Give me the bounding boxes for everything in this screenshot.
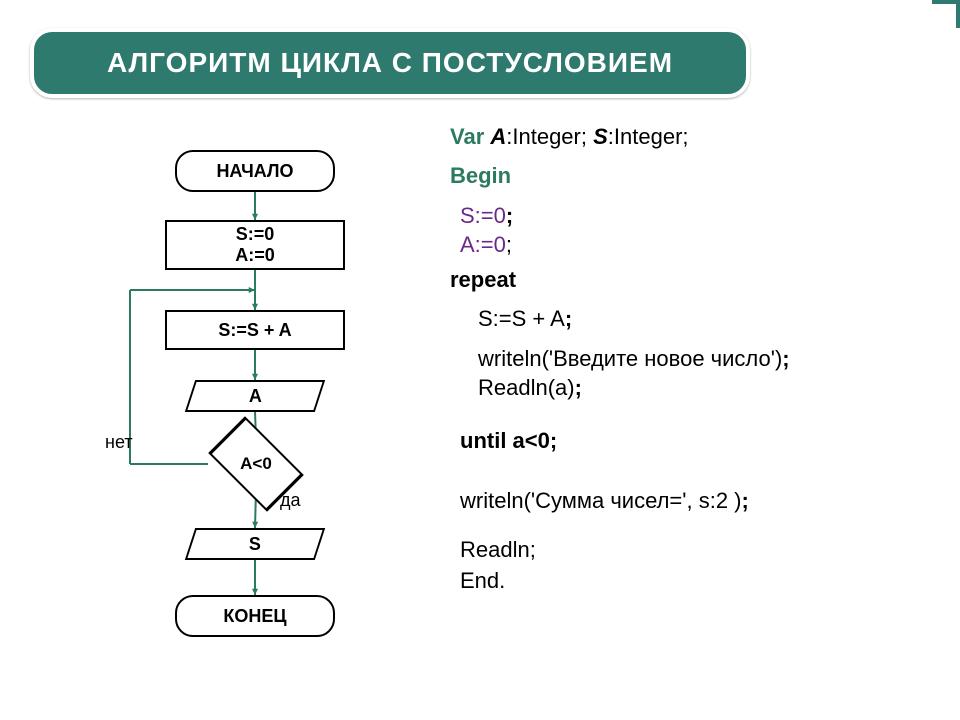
code-line: writeln('Введите новое число'); [450, 346, 940, 371]
flowchart-init: S:=0A:=0 [165, 220, 345, 270]
code-line: writeln('Сумма чисел=', s:2 ); [450, 488, 940, 513]
code-line: Begin [450, 163, 940, 188]
flowchart-readA: A [185, 380, 325, 412]
code-line: Var A:Integer; S:Integer; [450, 124, 940, 149]
code-line: S:=0; [450, 203, 940, 228]
flowchart-diagram: НАЧАЛО S:=0A:=0 S:=S + A A A<0 S КОНЕЦ нет да [60, 140, 420, 700]
code-line: Readln; [450, 537, 940, 562]
flowchart-edge-label: да [280, 490, 301, 511]
flowchart-start: НАЧАЛО [175, 150, 335, 192]
code-line: repeat [450, 267, 940, 292]
flowchart-outS: S [185, 528, 325, 560]
code-line: S:=S + A; [450, 306, 940, 331]
flowchart-end: КОНЕЦ [175, 595, 335, 637]
slide-title: АЛГОРИТМ ЦИКЛА С ПОСТУСЛОВИЕМ [107, 47, 673, 79]
flowchart-edge-label: нет [105, 432, 133, 453]
flowchart-sum: S:=S + A [165, 310, 345, 350]
code-listing: Var A:Integer; S:Integer; Begin S:=0; A:=0;… [450, 120, 940, 598]
flowchart-cond: A<0 [210, 438, 302, 490]
code-line: End. [450, 568, 940, 593]
title-banner: АЛГОРИТМ ЦИКЛА С ПОСТУСЛОВИЕМ [30, 28, 750, 98]
code-line: until a<0; [450, 428, 940, 453]
corner-decoration [932, 0, 960, 28]
code-line: Readln(a); [450, 375, 940, 400]
code-line: A:=0; [450, 232, 940, 257]
